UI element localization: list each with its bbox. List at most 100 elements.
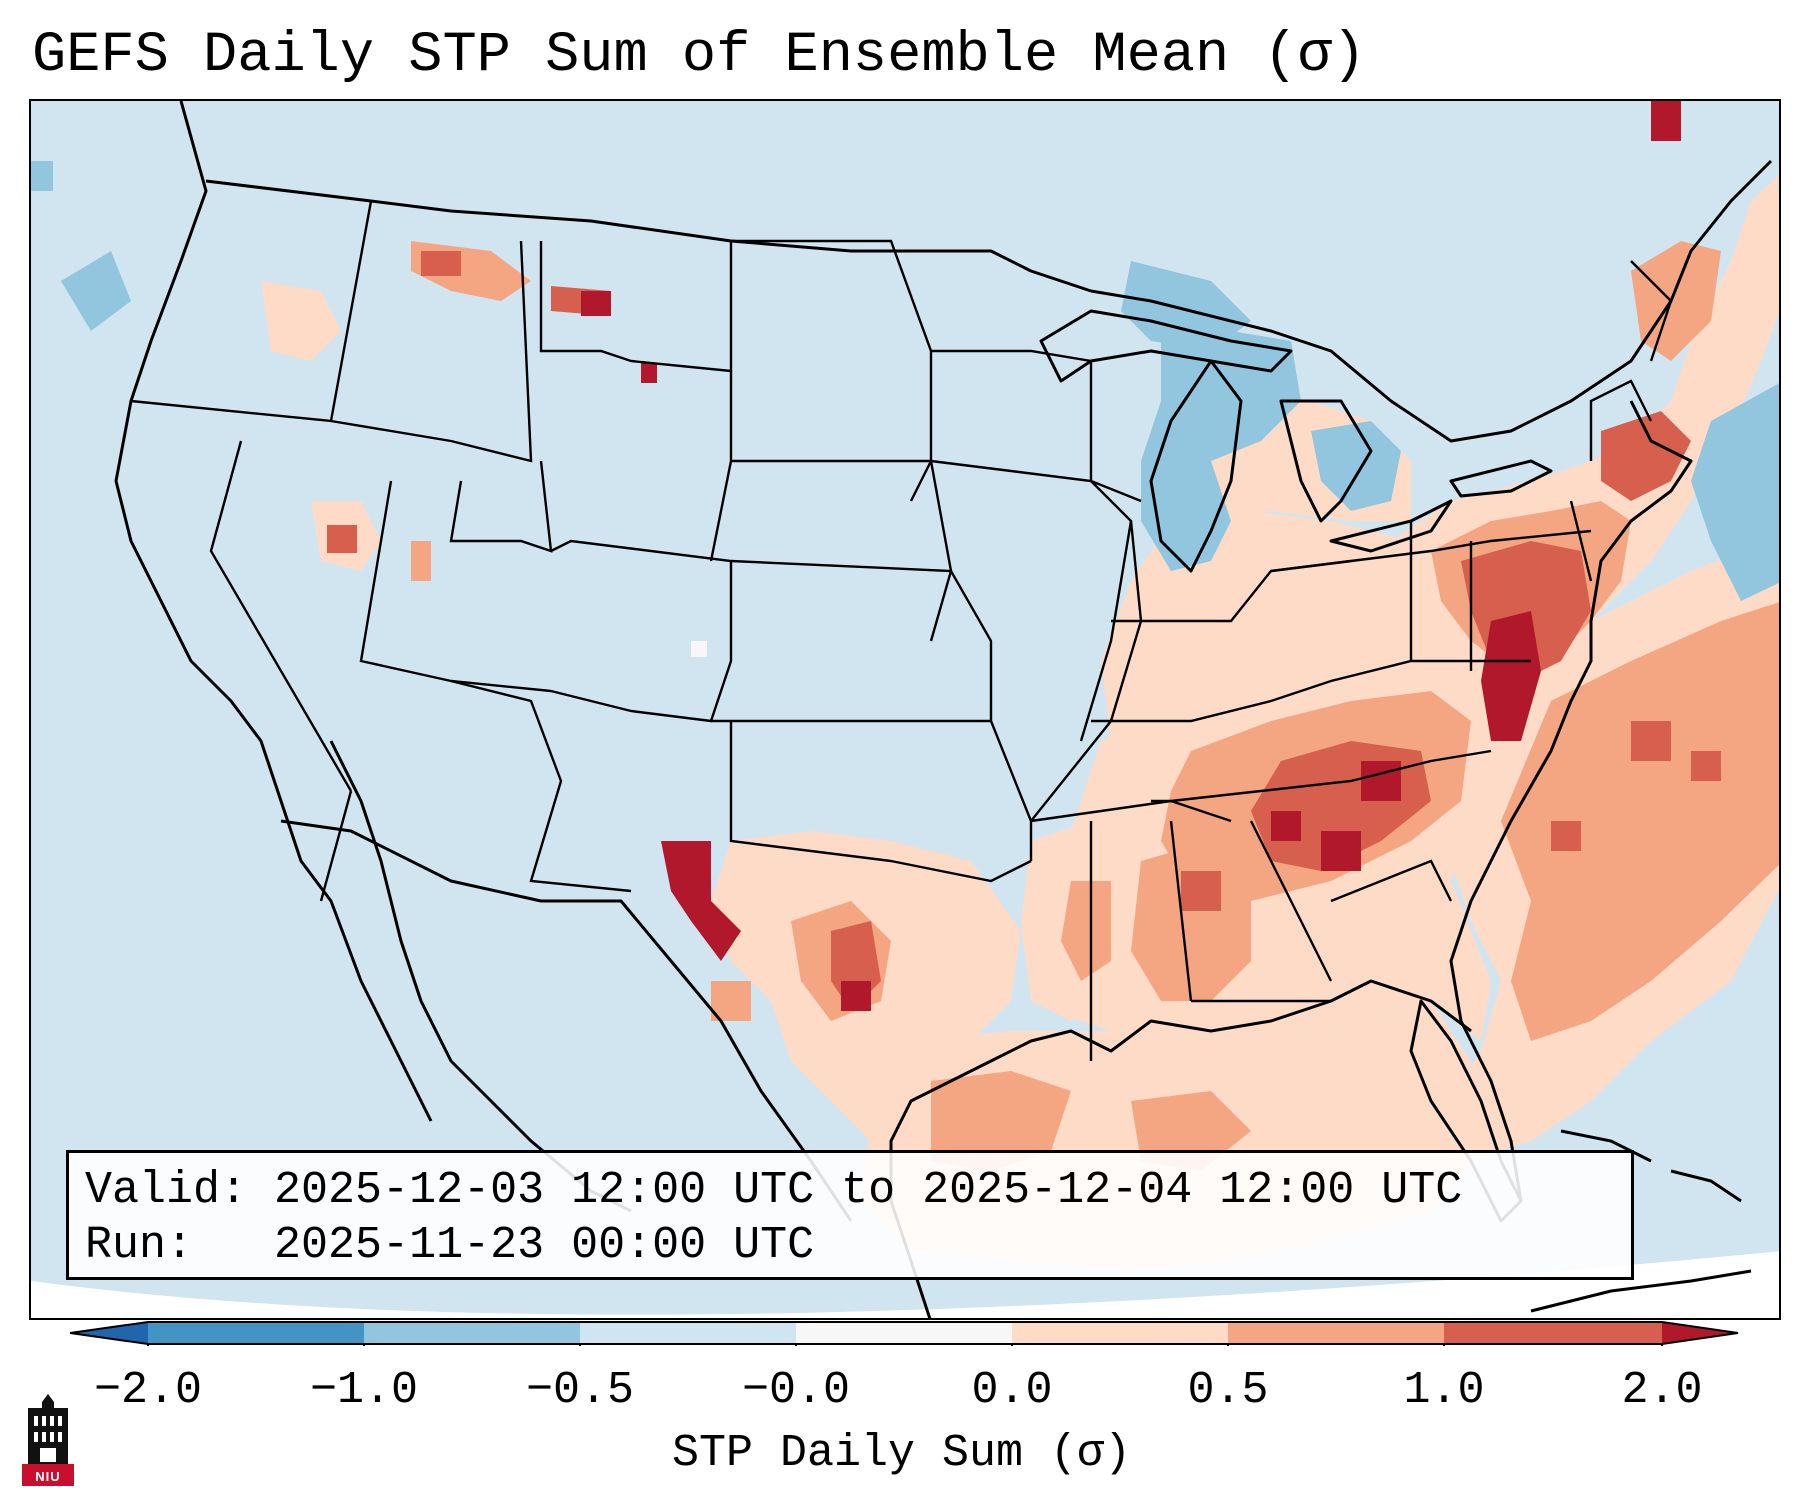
pacific-blue	[61, 251, 131, 331]
pacific-blue-cell	[31, 161, 53, 191]
valid-run-infobox: Valid: 2025-12-03 12:00 UTC to 2025-12-0…	[66, 1150, 1634, 1280]
colorbar-bin	[364, 1322, 580, 1344]
state-lines	[130, 200, 1673, 1061]
lake-huron-blue	[1311, 421, 1401, 511]
lake-superior-outline	[1039, 309, 1293, 383]
canada-border	[205, 179, 1092, 293]
valid-value: 2025-12-03 12:00 UTC to 2025-12-04 12:00…	[274, 1165, 1463, 1216]
colorbar-tick-label: 0.5	[1187, 1365, 1269, 1416]
state-line	[711, 719, 1033, 861]
state-line	[209, 440, 353, 792]
east-coastline	[1449, 400, 1693, 1202]
canada-east-medium	[1631, 241, 1721, 361]
wyoming-cell	[641, 363, 657, 383]
run-row: Run: 2025-11-23 00:00 UTC	[85, 1218, 1617, 1273]
nevada-cell	[327, 525, 357, 553]
state-line	[450, 679, 632, 893]
niu-logo: NIU	[20, 1392, 76, 1488]
state-line	[1151, 749, 1492, 803]
map-panel	[29, 99, 1781, 1320]
canada-east-cell	[1651, 101, 1681, 141]
west-coastline	[114, 101, 433, 1122]
lake-michigan-blue	[1141, 331, 1301, 571]
state-line	[709, 371, 733, 562]
state-line	[130, 200, 373, 423]
projection-edge	[31, 1251, 1779, 1318]
state-line	[730, 559, 993, 721]
logo-text: NIU	[35, 1469, 61, 1484]
atlantic-blue	[1691, 383, 1779, 601]
colorbar-tick-label: −1.0	[309, 1365, 419, 1416]
colorbar-tick-label: −2.0	[93, 1365, 203, 1416]
alabama-medium	[1131, 841, 1251, 1001]
colorbar-extend-low	[70, 1322, 148, 1344]
state-line	[930, 459, 1133, 742]
state-line	[931, 349, 1142, 503]
state-line	[1409, 500, 1593, 671]
state-line	[1089, 820, 1333, 1061]
run-label: Run:	[85, 1220, 194, 1271]
southeast-max-cell	[1361, 761, 1401, 801]
state-line	[1191, 859, 1453, 1003]
university-tower-icon	[22, 1394, 74, 1486]
colorbar-label: STP Daily Sum (σ)	[671, 1428, 1132, 1479]
colorbar-bin	[1012, 1322, 1228, 1344]
state-line	[550, 539, 733, 723]
atlantic-medium	[1501, 602, 1779, 1041]
anomaly-field	[31, 101, 1779, 1271]
newengland-strong	[1601, 411, 1691, 501]
colorbar-bin	[580, 1322, 796, 1344]
alabama-cell	[1181, 871, 1221, 911]
colorbar-tick-label: 1.0	[1403, 1365, 1485, 1416]
state-line	[359, 480, 552, 693]
colorbar-bin	[148, 1322, 364, 1344]
northeast-border	[1090, 159, 1773, 443]
state-line	[330, 240, 533, 463]
valid-label: Valid:	[85, 1165, 248, 1216]
baja-coastline	[329, 740, 632, 1213]
colorbar-tick-label: 2.0	[1621, 1365, 1703, 1416]
state-line	[731, 459, 953, 642]
state-line	[449, 460, 553, 553]
colorbar-tick-label: −0.5	[525, 1365, 635, 1416]
southeast-max-cell	[1271, 811, 1301, 841]
idaho-cell	[421, 251, 461, 276]
valid-row: Valid: 2025-12-03 12:00 UTC to 2025-12-0…	[85, 1163, 1617, 1218]
state-line	[1589, 260, 1673, 461]
map-title: GEFS Daily STP Sum of Ensemble Mean (σ)	[32, 24, 1367, 88]
midatlantic-max	[1481, 611, 1541, 741]
colorbar-bin	[796, 1322, 1012, 1344]
state-line	[319, 790, 353, 902]
mexico-border	[280, 819, 853, 1222]
lake-ontario-outline	[1449, 459, 1553, 498]
lake-huron-outline	[1279, 399, 1373, 523]
cuba-outline	[1530, 1269, 1752, 1313]
state-line	[1270, 529, 1592, 573]
state-line	[729, 721, 1032, 883]
lake-erie-outline	[1329, 499, 1453, 553]
texas-cell	[711, 981, 751, 1021]
lake-superior-blue	[1121, 261, 1251, 351]
montana-max-cell	[581, 291, 611, 316]
colorbar	[69, 1320, 1740, 1354]
colorbar-tick-label: −0.0	[741, 1365, 851, 1416]
colorbar-bin	[1228, 1322, 1444, 1344]
colorbar-svg	[69, 1321, 1739, 1354]
gulf-medium	[931, 1071, 1071, 1171]
oregon-light	[261, 281, 341, 361]
colorado-cell	[691, 641, 707, 657]
colorbar-extend-high	[1662, 1322, 1738, 1344]
bahamas-outline	[1560, 1129, 1742, 1203]
southeast-max-cell	[1321, 831, 1361, 871]
state-line	[539, 241, 733, 373]
ohio-valley-light	[1101, 511, 1431, 741]
state-line	[1030, 520, 1143, 822]
anomaly-map	[31, 101, 1779, 1318]
mississippi-medium	[1061, 881, 1111, 981]
run-value: 2025-11-23 00:00 UTC	[274, 1220, 815, 1271]
atlantic-cell	[1551, 821, 1581, 851]
state-line	[731, 239, 933, 502]
atlantic-cell	[1631, 721, 1671, 761]
lake-michigan-outline	[1149, 359, 1243, 573]
caribbean-islands	[1530, 1129, 1752, 1313]
